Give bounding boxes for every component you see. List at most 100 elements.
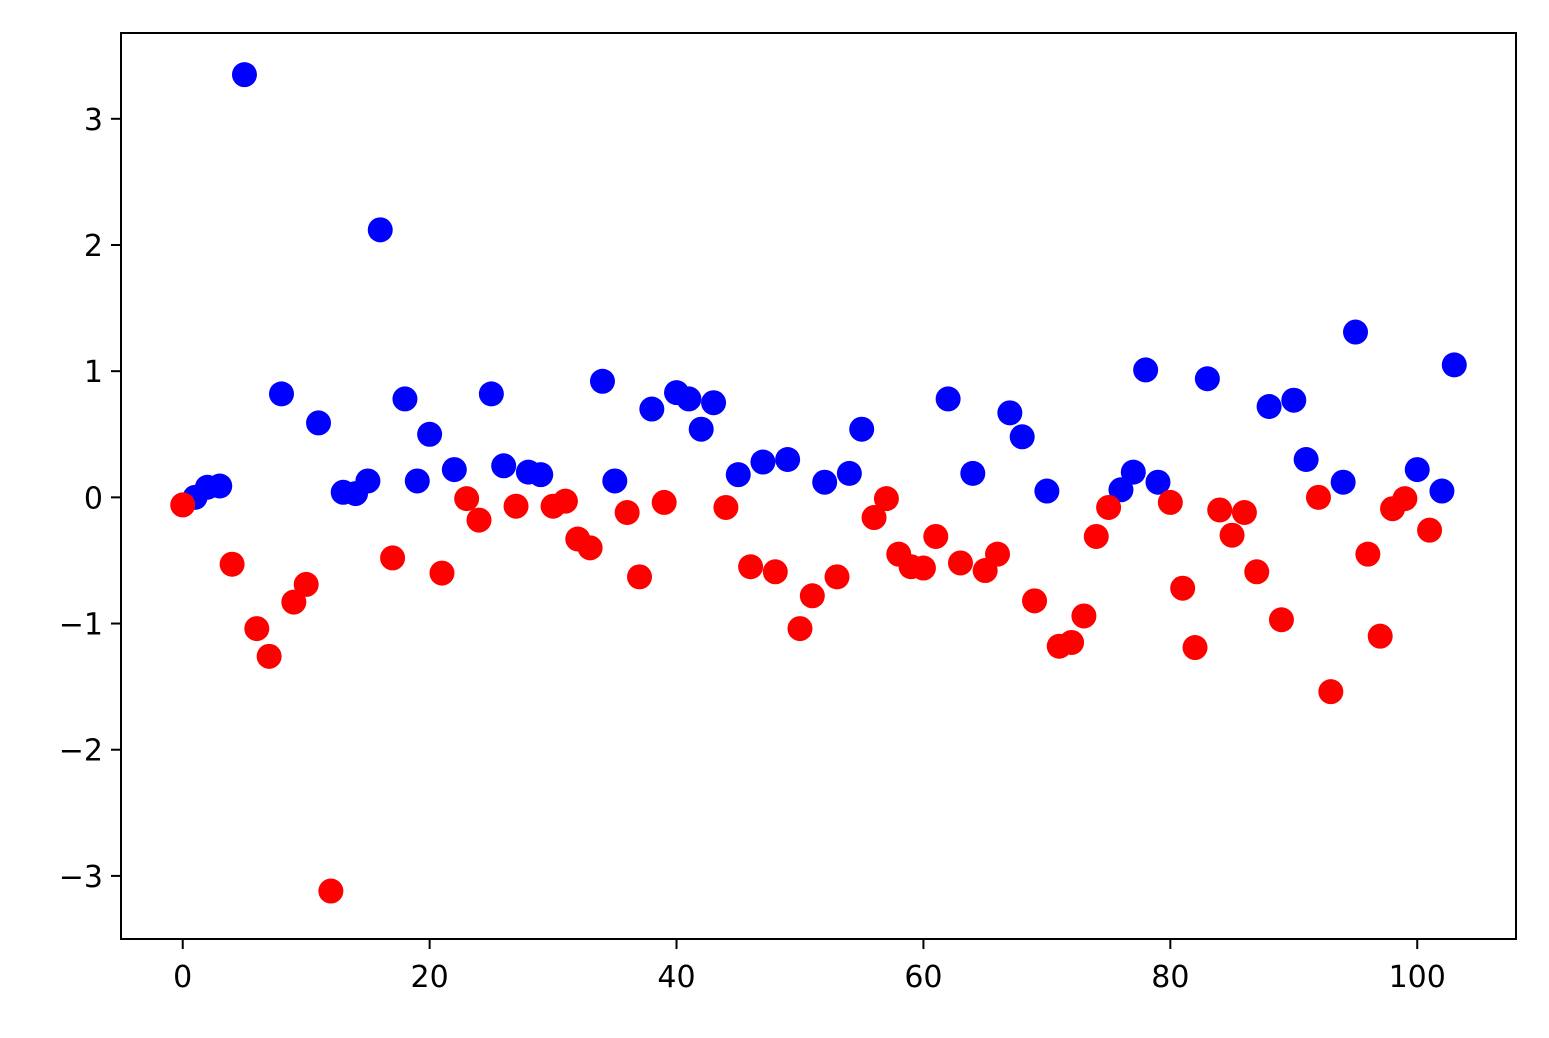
data-point-1-9 xyxy=(454,486,480,512)
data-point-1-34 xyxy=(1022,588,1048,614)
data-point-1-15 xyxy=(577,535,603,561)
x-tick-label: 20 xyxy=(411,960,449,995)
data-point-0-43 xyxy=(1293,447,1319,473)
data-point-1-6 xyxy=(318,878,344,904)
data-point-1-53 xyxy=(1392,486,1418,512)
data-point-0-28 xyxy=(812,469,838,495)
data-point-1-23 xyxy=(799,583,825,609)
data-point-0-15 xyxy=(491,453,517,479)
data-point-1-44 xyxy=(1219,522,1245,548)
data-point-1-30 xyxy=(923,523,949,549)
data-point-1-3 xyxy=(256,643,282,669)
x-tick-label: 80 xyxy=(1151,960,1189,995)
data-point-1-22 xyxy=(787,616,813,642)
data-point-0-47 xyxy=(1429,478,1455,504)
data-point-1-42 xyxy=(1182,635,1208,661)
data-point-0-11 xyxy=(404,468,430,494)
y-axis: −3 −2 −1 0 1 2 3 xyxy=(59,103,121,895)
points-layer xyxy=(170,62,1467,904)
data-point-1-29 xyxy=(910,555,936,581)
data-point-0-25 xyxy=(725,462,751,488)
series-1 xyxy=(170,484,1443,904)
data-point-0-18 xyxy=(589,368,615,394)
data-point-0-45 xyxy=(1343,319,1369,345)
data-point-1-43 xyxy=(1207,497,1233,523)
data-point-1-16 xyxy=(614,499,640,525)
data-point-0-34 xyxy=(1009,424,1035,450)
data-point-1-24 xyxy=(824,564,850,590)
y-tick-label: 1 xyxy=(84,355,103,390)
x-axis: 0 20 40 60 80 100 xyxy=(173,939,1446,995)
y-tick-label: −2 xyxy=(59,734,103,769)
data-point-0-31 xyxy=(935,386,961,412)
y-tick-label: 2 xyxy=(84,229,103,264)
data-point-0-41 xyxy=(1256,394,1282,420)
data-point-0-20 xyxy=(639,396,665,422)
data-point-1-39 xyxy=(1096,494,1122,520)
data-point-0-48 xyxy=(1441,352,1467,378)
data-point-1-31 xyxy=(947,550,973,576)
data-point-0-35 xyxy=(1034,478,1060,504)
data-point-1-54 xyxy=(1417,517,1443,543)
data-point-0-23 xyxy=(688,416,714,442)
data-point-0-12 xyxy=(417,421,443,447)
data-point-0-22 xyxy=(676,386,702,412)
data-point-1-10 xyxy=(466,507,492,533)
data-point-1-26 xyxy=(873,486,899,512)
data-point-1-2 xyxy=(244,616,270,642)
data-point-1-0 xyxy=(170,492,196,518)
data-point-0-40 xyxy=(1194,366,1220,392)
data-point-0-44 xyxy=(1330,469,1356,495)
data-point-1-48 xyxy=(1305,484,1331,510)
data-point-0-38 xyxy=(1133,357,1159,383)
data-point-1-4 xyxy=(281,589,307,615)
data-point-0-37 xyxy=(1120,459,1146,485)
x-tick-label: 40 xyxy=(657,960,695,995)
data-point-0-29 xyxy=(836,460,862,486)
data-point-0-9 xyxy=(367,217,393,243)
data-point-1-33 xyxy=(985,541,1011,567)
data-point-0-3 xyxy=(231,62,257,88)
data-point-0-5 xyxy=(306,410,332,436)
data-point-1-13 xyxy=(552,488,578,514)
data-point-0-46 xyxy=(1404,457,1430,483)
y-tick-label: −1 xyxy=(59,608,103,643)
data-point-1-11 xyxy=(503,493,529,519)
data-point-0-42 xyxy=(1281,387,1307,413)
data-point-1-40 xyxy=(1157,489,1183,515)
data-point-0-39 xyxy=(1145,469,1171,495)
data-point-1-25 xyxy=(861,505,887,531)
data-point-0-26 xyxy=(750,449,776,475)
data-point-1-45 xyxy=(1231,499,1257,525)
data-point-1-49 xyxy=(1318,679,1344,705)
x-tick-label: 100 xyxy=(1389,960,1446,995)
data-point-0-13 xyxy=(441,457,467,483)
series-0 xyxy=(182,62,1467,510)
data-point-0-36 xyxy=(1108,477,1134,503)
data-point-1-19 xyxy=(713,494,739,520)
data-point-1-50 xyxy=(1355,541,1381,567)
data-point-1-8 xyxy=(429,560,455,586)
data-point-1-47 xyxy=(1268,607,1294,633)
data-point-1-41 xyxy=(1170,575,1196,601)
data-point-1-7 xyxy=(380,545,406,571)
data-point-1-1 xyxy=(219,551,245,577)
data-point-1-51 xyxy=(1367,623,1393,649)
data-point-0-24 xyxy=(701,390,727,416)
y-tick-label: 3 xyxy=(84,103,103,138)
data-point-0-30 xyxy=(849,416,875,442)
plot-frame xyxy=(120,32,1517,940)
data-point-0-17 xyxy=(528,462,554,488)
data-point-1-5 xyxy=(293,571,319,597)
data-point-0-2 xyxy=(207,473,233,499)
data-point-1-37 xyxy=(1071,603,1097,629)
data-point-1-36 xyxy=(1059,629,1085,655)
data-point-1-46 xyxy=(1244,559,1270,585)
data-point-1-38 xyxy=(1083,523,1109,549)
data-point-0-33 xyxy=(997,400,1023,426)
data-point-1-20 xyxy=(738,554,764,580)
data-point-0-10 xyxy=(392,386,418,412)
x-tick-label: 0 xyxy=(173,960,192,995)
